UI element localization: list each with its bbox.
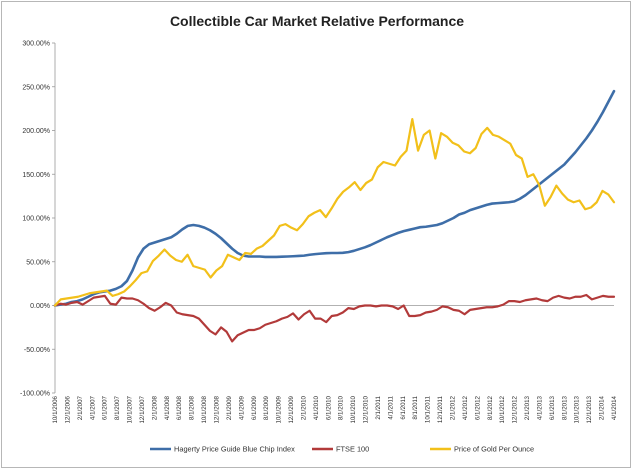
x-tick-label: 8/1/2007: [114, 395, 121, 420]
x-tick-label: 2/1/2010: [300, 395, 307, 420]
series-lines: [53, 89, 616, 343]
x-tick-label: 8/1/2010: [338, 395, 345, 420]
x-tick-label: 6/1/2007: [102, 395, 109, 420]
x-tick-label: 6/1/2009: [251, 395, 258, 420]
x-tick-label: 8/1/2012: [487, 395, 494, 420]
x-tick-label: 2/1/2013: [524, 395, 531, 420]
series-line-3: [53, 118, 616, 307]
y-tick-label: 200.00%: [22, 128, 50, 135]
x-tick-label: 4/1/2010: [313, 395, 320, 420]
x-axis: 10/1/2006 12/1/2006 2/1/2007 4/1/2007 6/1/20…: [52, 305, 618, 424]
y-tick-label: 100.00%: [22, 216, 50, 223]
x-tick-label: 8/1/2008: [189, 395, 196, 420]
x-tick-label: 12/1/2012: [512, 395, 519, 423]
x-tick-label: 6/1/2012: [474, 395, 481, 420]
x-tick-label: 12/1/2009: [288, 395, 295, 423]
y-tick-label: 250.00%: [22, 84, 50, 91]
x-tick-label: 10/1/2008: [201, 395, 208, 423]
x-tick-label: 4/1/2007: [89, 395, 96, 420]
x-tick-label: 6/1/2013: [549, 395, 556, 420]
x-tick-label: 10/1/2011: [425, 395, 432, 423]
y-tick-label: 50.00%: [26, 259, 50, 266]
x-tick-label: 4/1/2011: [387, 395, 394, 419]
legend-label-3: Price of Gold Per Ounce: [454, 445, 534, 454]
x-tick-label: 12/1/2011: [437, 395, 444, 423]
x-tick-label: 6/1/2010: [325, 395, 332, 420]
x-tick-label: 8/1/2013: [561, 395, 568, 420]
x-tick-label: 10/1/2007: [127, 395, 134, 423]
x-tick-label: 6/1/2011: [400, 395, 407, 419]
x-tick-label: 2/1/2011: [375, 395, 382, 419]
x-tick-label: 2/1/2008: [151, 395, 158, 420]
series-line-2: [53, 293, 616, 343]
x-tick-label: 12/1/2006: [64, 395, 71, 423]
x-tick-label: 4/1/2014: [611, 395, 618, 420]
x-tick-label: 2/1/2009: [226, 395, 233, 420]
legend-label-1: Hagerty Price Guide Blue Chip Index: [174, 445, 295, 454]
x-tick-label: 4/1/2008: [164, 395, 171, 420]
x-tick-label: 10/1/2012: [499, 395, 506, 423]
x-tick-label: 10/1/2006: [52, 395, 59, 423]
x-tick-label: 4/1/2013: [536, 395, 543, 420]
x-tick-label: 6/1/2008: [176, 395, 183, 420]
legend: Hagerty Price Guide Blue Chip Index FTSE …: [150, 445, 534, 454]
x-tick-label: 2/1/2012: [450, 395, 457, 420]
x-tick-label: 2/1/2014: [599, 395, 606, 420]
x-tick-label: 12/1/2013: [586, 395, 593, 423]
x-tick-label: 2/1/2007: [77, 395, 84, 420]
y-tick-label: -50.00%: [24, 347, 50, 354]
y-tick-label: 300.00%: [22, 41, 50, 48]
x-tick-label: 4/1/2009: [238, 395, 245, 420]
x-tick-label: 12/1/2007: [139, 395, 146, 423]
legend-label-2: FTSE 100: [336, 445, 369, 454]
x-tick-label: 8/1/2009: [263, 395, 270, 420]
chart-title: Collectible Car Market Relative Performa…: [170, 13, 464, 29]
series-line-1: [53, 89, 616, 307]
x-tick-label: 10/1/2013: [574, 395, 581, 423]
x-tick-label: 8/1/2011: [412, 395, 419, 419]
y-axis: 300.00% 250.00% 200.00% 150.00% 100.00% 50.00…: [20, 41, 56, 398]
y-tick-label: 0.00%: [30, 303, 50, 310]
x-tick-label: 10/1/2009: [276, 395, 283, 423]
x-tick-label: 12/1/2010: [363, 395, 370, 423]
x-tick-label: 12/1/2008: [213, 395, 220, 423]
y-tick-label: -100.00%: [20, 391, 50, 398]
x-tick-label: 10/1/2010: [350, 395, 357, 423]
x-tick-label: 4/1/2012: [462, 395, 469, 420]
y-tick-label: 150.00%: [22, 172, 50, 179]
